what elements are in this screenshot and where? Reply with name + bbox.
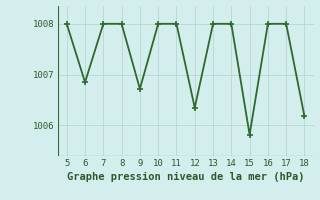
X-axis label: Graphe pression niveau de la mer (hPa): Graphe pression niveau de la mer (hPa) <box>67 172 304 182</box>
